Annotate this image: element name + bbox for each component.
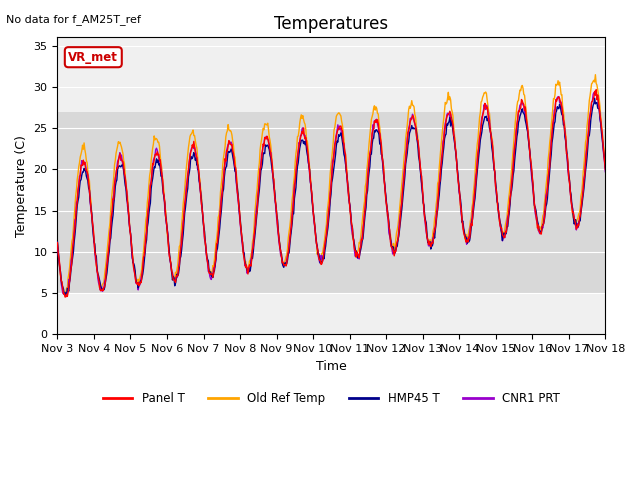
Text: No data for f_AM25T_ref: No data for f_AM25T_ref: [6, 14, 141, 25]
Legend: Panel T, Old Ref Temp, HMP45 T, CNR1 PRT: Panel T, Old Ref Temp, HMP45 T, CNR1 PRT: [98, 388, 564, 410]
Bar: [58, 111, 605, 293]
X-axis label: Time: Time: [316, 360, 347, 372]
Title: Temperatures: Temperatures: [275, 15, 388, 33]
Y-axis label: Temperature (C): Temperature (C): [15, 135, 28, 237]
Text: VR_met: VR_met: [68, 51, 118, 64]
